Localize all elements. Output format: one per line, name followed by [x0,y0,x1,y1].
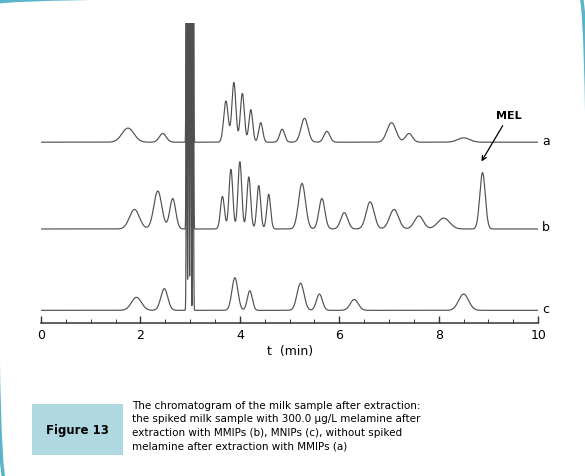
Text: b: b [542,221,550,234]
Text: c: c [542,302,549,315]
Text: MEL: MEL [482,111,522,161]
X-axis label: t  (min): t (min) [267,344,312,357]
Text: The chromatogram of the milk sample after extraction:
the spiked milk sample wit: The chromatogram of the milk sample afte… [132,400,420,450]
Text: a: a [542,134,550,147]
Text: Figure 13: Figure 13 [46,423,109,436]
